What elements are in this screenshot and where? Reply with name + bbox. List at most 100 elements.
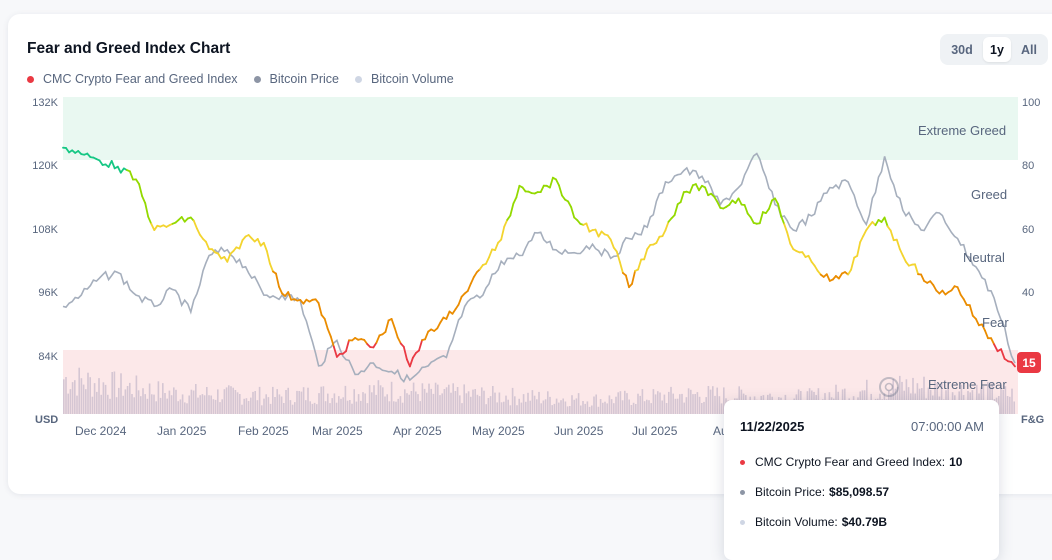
volume-bar xyxy=(380,385,382,414)
volume-bar xyxy=(199,395,201,414)
volume-bar xyxy=(87,373,89,414)
fear-greed-segment xyxy=(513,197,516,203)
volume-bar xyxy=(571,395,573,414)
volume-bar xyxy=(529,401,531,414)
zone-label-fear: Fear xyxy=(982,315,1009,330)
volume-bar xyxy=(642,389,644,414)
volume-bar xyxy=(155,401,157,414)
volume-bar xyxy=(85,389,87,414)
volume-bar xyxy=(569,406,571,414)
volume-bar xyxy=(158,381,160,414)
fear-greed-segment xyxy=(510,204,513,216)
volume-bar xyxy=(81,378,83,414)
volume-bar xyxy=(400,396,402,414)
volume-bar xyxy=(129,383,131,414)
volume-bar xyxy=(424,389,426,414)
volume-bar xyxy=(417,394,419,414)
fear-greed-segment xyxy=(915,264,918,274)
volume-bar xyxy=(587,401,589,414)
volume-bar xyxy=(404,389,406,414)
volume-bar xyxy=(274,397,276,414)
volume-bar xyxy=(105,385,107,414)
fear-greed-segment xyxy=(446,312,449,319)
volume-bar xyxy=(298,391,300,414)
y-right-unit: F&G xyxy=(1021,414,1044,426)
volume-bar xyxy=(287,388,289,414)
volume-bar xyxy=(140,396,142,414)
fear-greed-segment xyxy=(696,184,699,190)
volume-bar xyxy=(393,401,395,414)
volume-bar xyxy=(413,383,415,414)
fear-greed-segment xyxy=(787,233,790,244)
volume-bar xyxy=(690,390,692,414)
volume-bar xyxy=(426,393,428,414)
volume-bar xyxy=(628,400,630,415)
volume-bar xyxy=(672,394,674,414)
fear-greed-line xyxy=(63,148,1015,367)
volume-bar xyxy=(411,391,413,414)
volume-bar xyxy=(204,395,206,414)
volume-bar xyxy=(239,394,241,414)
volume-bar xyxy=(353,389,355,414)
volume-bar xyxy=(166,399,168,414)
volume-bar xyxy=(360,401,362,414)
volume-bar xyxy=(670,387,672,414)
volume-bar xyxy=(175,390,177,414)
volume-bar xyxy=(514,396,516,414)
volume-bar xyxy=(452,383,454,414)
volume-bar xyxy=(312,404,314,414)
volume-bar xyxy=(584,404,586,414)
volume-bar xyxy=(103,382,105,414)
volume-bar xyxy=(254,391,256,414)
fear-greed-segment xyxy=(258,239,261,246)
volume-bar xyxy=(74,380,76,414)
fear-greed-segment xyxy=(206,242,209,249)
volume-bar xyxy=(252,392,254,414)
zone-label-neutral: Neutral xyxy=(963,250,1005,265)
volume-bar xyxy=(111,372,113,414)
y-right-tick: 100 xyxy=(1022,97,1040,109)
volume-bar xyxy=(375,395,377,414)
tooltip-dot xyxy=(740,520,745,525)
fear-greed-segment xyxy=(328,329,331,337)
volume-bar xyxy=(1002,390,1004,414)
volume-bar xyxy=(395,402,397,414)
zone-label-extreme-fear: Extreme Fear xyxy=(928,377,1007,392)
volume-bar xyxy=(136,376,138,415)
volume-bar xyxy=(369,385,371,414)
volume-bar xyxy=(292,405,294,414)
tooltip-label: CMC Crypto Fear and Greed Index: xyxy=(755,455,945,469)
volume-bar xyxy=(389,401,391,414)
fear-greed-segment xyxy=(976,319,979,325)
volume-bar xyxy=(202,394,204,414)
volume-bar xyxy=(367,403,369,414)
volume-bar xyxy=(668,392,670,414)
fear-greed-segment xyxy=(903,256,906,262)
volume-bar xyxy=(180,399,182,414)
volume-bar xyxy=(173,387,175,414)
volume-bar xyxy=(521,403,523,414)
volume-bar xyxy=(615,397,617,414)
tooltip-label: Bitcoin Price: xyxy=(755,485,825,499)
volume-bar xyxy=(534,396,536,414)
fear-greed-segment xyxy=(376,335,379,342)
volume-bar xyxy=(646,400,648,414)
fear-greed-segment xyxy=(885,218,888,227)
fear-greed-segment xyxy=(516,186,519,198)
volume-bar xyxy=(565,402,567,415)
volume-bar xyxy=(505,396,507,414)
tooltip-value: $40.79B xyxy=(842,515,887,529)
fear-greed-segment xyxy=(395,328,398,338)
volume-bar xyxy=(193,391,195,415)
volume-bar xyxy=(415,392,417,415)
volume-bar xyxy=(305,400,307,414)
volume-bar xyxy=(406,393,408,414)
fear-greed-segment xyxy=(568,201,571,207)
volume-bar xyxy=(186,403,188,414)
volume-bar xyxy=(576,398,578,414)
volume-bar xyxy=(164,393,166,414)
fear-greed-segment xyxy=(398,337,401,343)
volume-bar xyxy=(314,403,316,414)
volume-bar xyxy=(538,392,540,414)
tooltip-value: $85,098.57 xyxy=(829,485,889,499)
